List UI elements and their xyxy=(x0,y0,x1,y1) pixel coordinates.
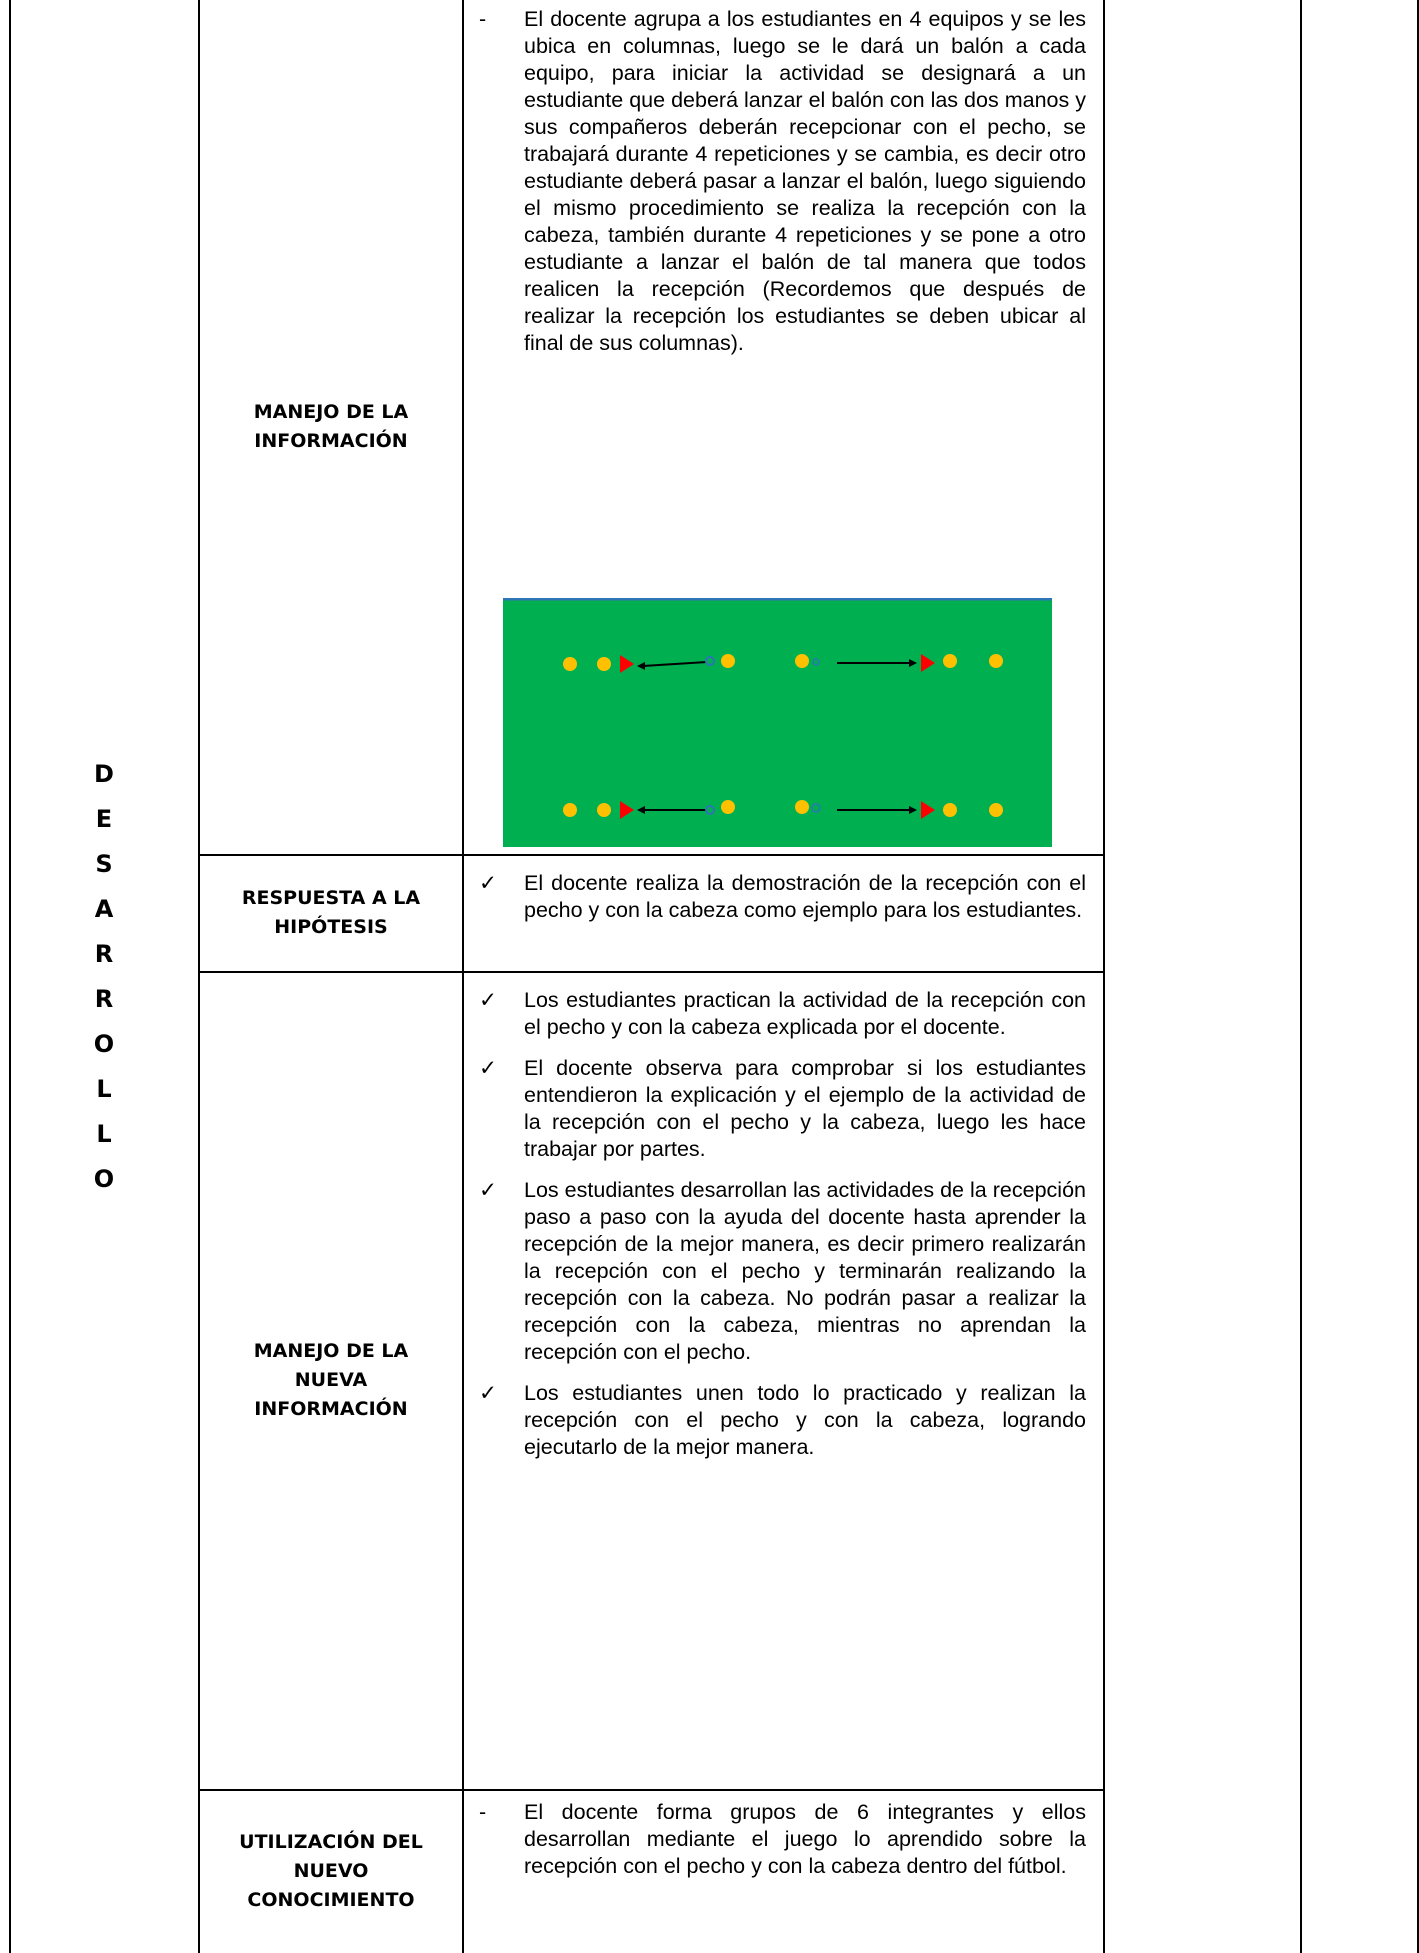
row-content: ✓ El docente realiza la demostración de l… xyxy=(463,870,1104,971)
drill-row xyxy=(563,800,1003,819)
item-marker: ✓ xyxy=(479,988,498,1012)
list-item: ✓ Los estudiantes desarrollan las activid… xyxy=(463,1177,1104,1366)
item-marker: - xyxy=(479,1800,487,1824)
drill-diagram xyxy=(503,598,1052,847)
side-label: DESARROLLO xyxy=(93,759,115,1193)
border xyxy=(199,971,1105,973)
item-text: Los estudiantes practican la actividad d… xyxy=(524,988,1086,1039)
item-marker: ✓ xyxy=(479,1381,498,1405)
border xyxy=(1300,0,1302,1953)
item-marker: ✓ xyxy=(479,871,498,895)
list-item: ✓ Los estudiantes unen todo lo practicado… xyxy=(463,1380,1104,1461)
list-item: ✓ Los estudiantes practican la actividad … xyxy=(463,987,1104,1041)
border xyxy=(199,1789,1105,1791)
row-label-cell: MANEJO DE LA INFORMACIÓN xyxy=(199,0,463,854)
drill-row xyxy=(563,654,1003,673)
row-label-cell: MANEJO DE LA NUEVA INFORMACIÓN xyxy=(199,971,463,1789)
border xyxy=(199,854,1105,856)
item-marker: ✓ xyxy=(479,1056,498,1080)
border xyxy=(1417,0,1419,1953)
border xyxy=(9,0,11,1953)
row-content: - El docente forma grupos de 6 integrante… xyxy=(463,1799,1104,1953)
row-label: UTILIZACIÓN DEL NUEVO CONOCIMIENTO xyxy=(239,1830,423,1911)
item-text: El docente agrupa a los estudiantes en 4… xyxy=(524,7,1086,355)
row-label: MANEJO DE LA NUEVA INFORMACIÓN xyxy=(253,1339,409,1420)
list-item: ✓ El docente realiza la demostración de l… xyxy=(463,870,1104,924)
item-text: Los estudiantes unen todo lo practicado … xyxy=(524,1381,1086,1459)
row-label-cell: UTILIZACIÓN DEL NUEVO CONOCIMIENTO xyxy=(199,1789,463,1953)
item-marker: - xyxy=(479,7,487,31)
list-item: - El docente agrupa a los estudiantes en … xyxy=(463,6,1104,357)
list-item: - El docente forma grupos de 6 integrante… xyxy=(463,1799,1104,1880)
row-label: MANEJO DE LA INFORMACIÓN xyxy=(253,401,409,452)
item-text: El docente realiza la demostración de la… xyxy=(524,871,1086,922)
row-content: - El docente agrupa a los estudiantes en … xyxy=(463,6,1104,854)
field xyxy=(503,598,1052,847)
row-content: ✓ Los estudiantes practican la actividad … xyxy=(463,987,1104,1789)
border xyxy=(462,0,464,1953)
list-item: ✓ El docente observa para comprobar si lo… xyxy=(463,1055,1104,1163)
item-text: El docente forma grupos de 6 integrantes… xyxy=(524,1800,1086,1878)
row-label-cell: RESPUESTA A LA HIPÓTESIS xyxy=(199,854,463,971)
border xyxy=(198,0,200,1953)
row-label: RESPUESTA A LA HIPÓTESIS xyxy=(241,886,421,938)
item-marker: ✓ xyxy=(479,1178,498,1202)
border xyxy=(1103,0,1105,1953)
item-text: El docente observa para comprobar si los… xyxy=(524,1056,1086,1161)
item-text: Los estudiantes desarrollan las activida… xyxy=(524,1178,1086,1364)
side-cell: DESARROLLO xyxy=(9,0,199,1953)
